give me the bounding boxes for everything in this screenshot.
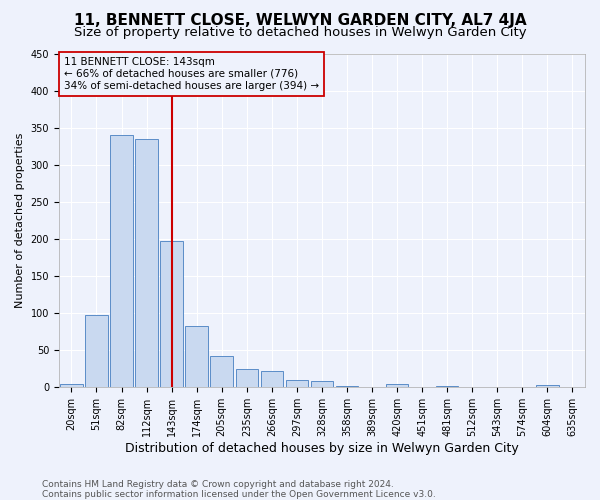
Bar [60, 384, 83, 388]
Text: 11 BENNETT CLOSE: 143sqm
← 66% of detached houses are smaller (776)
34% of semi-: 11 BENNETT CLOSE: 143sqm ← 66% of detach… [64, 58, 319, 90]
Bar [286, 380, 308, 388]
Bar [85, 316, 108, 388]
Bar [236, 369, 258, 388]
Bar [486, 386, 509, 388]
Bar [260, 371, 283, 388]
Bar [185, 326, 208, 388]
Text: Contains HM Land Registry data © Crown copyright and database right 2024.
Contai: Contains HM Land Registry data © Crown c… [42, 480, 436, 499]
Text: 11, BENNETT CLOSE, WELWYN GARDEN CITY, AL7 4JA: 11, BENNETT CLOSE, WELWYN GARDEN CITY, A… [74, 12, 526, 28]
X-axis label: Distribution of detached houses by size in Welwyn Garden City: Distribution of detached houses by size … [125, 442, 519, 455]
Bar [536, 385, 559, 388]
Bar [336, 386, 358, 388]
Bar [211, 356, 233, 388]
Text: Size of property relative to detached houses in Welwyn Garden City: Size of property relative to detached ho… [74, 26, 526, 39]
Bar [386, 384, 409, 388]
Bar [110, 136, 133, 388]
Bar [160, 242, 183, 388]
Bar [311, 382, 333, 388]
Bar [436, 386, 458, 388]
Y-axis label: Number of detached properties: Number of detached properties [15, 133, 25, 308]
Bar [136, 139, 158, 388]
